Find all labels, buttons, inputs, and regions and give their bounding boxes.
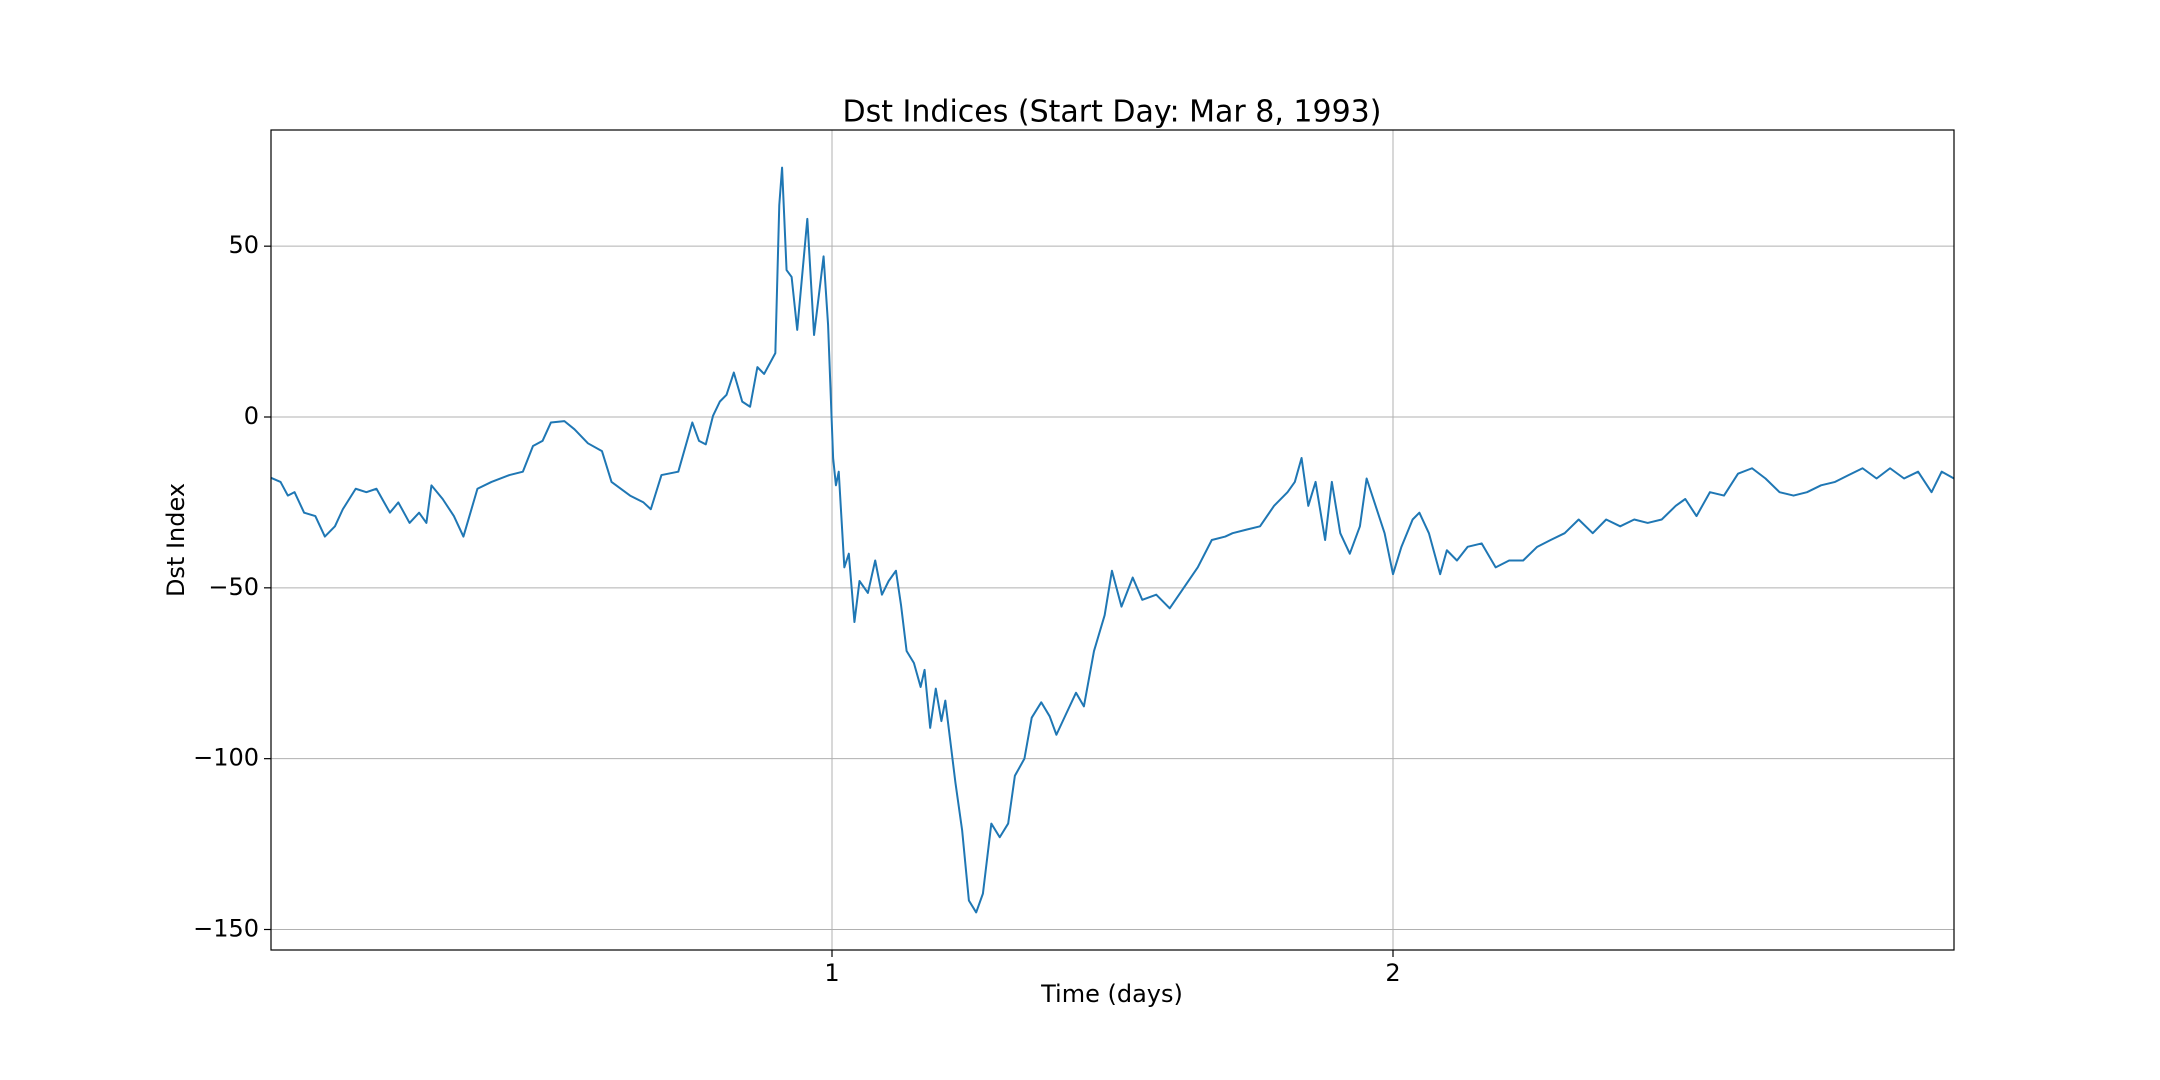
y-tick-label: 0 bbox=[244, 402, 259, 430]
x-tick-label: 2 bbox=[1385, 959, 1400, 987]
x-tick-label: 1 bbox=[824, 959, 839, 987]
plot-frame bbox=[270, 129, 1955, 951]
y-tick-label: −100 bbox=[193, 744, 259, 772]
y-tick-label: 50 bbox=[228, 231, 259, 259]
data-line bbox=[270, 166, 1955, 914]
y-tick-label: −150 bbox=[193, 915, 259, 943]
y-tick-label: −50 bbox=[208, 573, 259, 601]
chart-title: Dst Indices (Start Day: Mar 8, 1993) bbox=[843, 95, 1382, 130]
x-axis-label: Time (days) bbox=[1040, 980, 1183, 1008]
y-axis-label: Dst Index bbox=[162, 483, 190, 597]
